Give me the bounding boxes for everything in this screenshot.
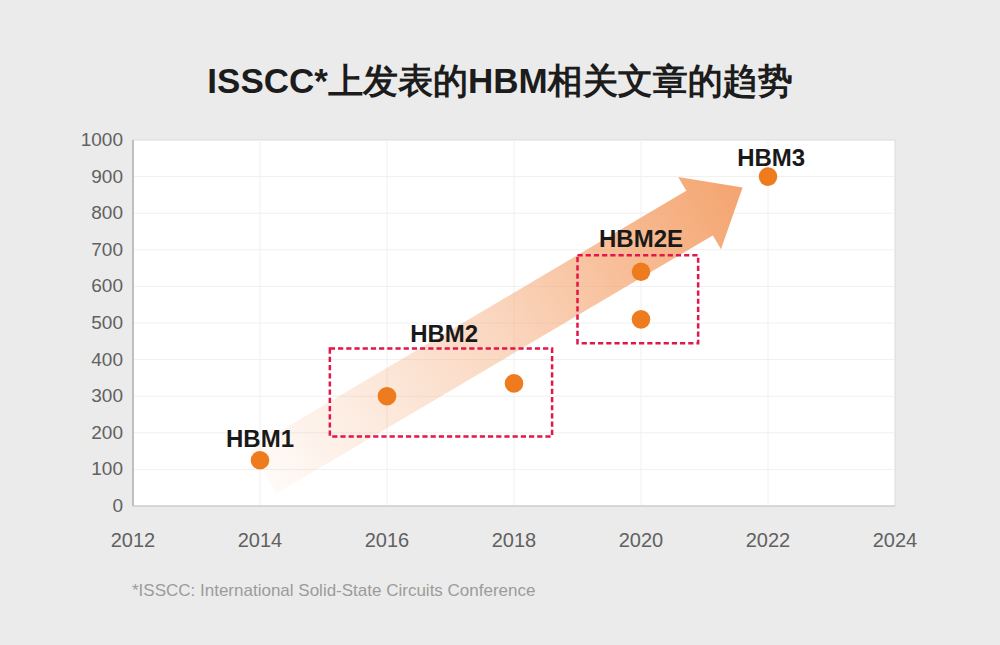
x-tick-label: 2022	[746, 529, 791, 551]
x-tick-label: 2012	[111, 529, 156, 551]
group-label: HBM1	[226, 425, 294, 452]
y-tick-label: 0	[112, 495, 123, 516]
data-point	[632, 262, 651, 281]
group-label: HBM2	[410, 320, 478, 347]
trend-chart: HBM1 HBM2 HBM2E HBM3 0 100 200 300 400 500 600 700 8…	[0, 0, 1000, 645]
footnote: *ISSCC: International Solid-State Circui…	[132, 581, 535, 601]
hbm-trend-page: ISSCC*上发表的HBM相关文章的趋势 HBM1HBM2HBM2EHBM301…	[0, 0, 1000, 645]
y-tick-label: 1000	[81, 129, 123, 150]
data-point	[505, 374, 524, 393]
data-point	[378, 387, 397, 406]
x-tick-label: 2024	[873, 529, 918, 551]
group-label: HBM3	[737, 144, 805, 171]
x-tick-label: 2016	[365, 529, 410, 551]
y-tick-label: 200	[91, 422, 123, 443]
y-tick-label: 100	[91, 458, 123, 479]
x-tick-label: 2014	[238, 529, 283, 551]
y-tick-label: 500	[91, 312, 123, 333]
x-tick-label: 2018	[492, 529, 537, 551]
y-tick-label: 800	[91, 202, 123, 223]
y-tick-label: 400	[91, 349, 123, 370]
y-tick-label: 600	[91, 275, 123, 296]
group-label: HBM2E	[599, 225, 683, 252]
y-tick-label: 300	[91, 385, 123, 406]
y-tick-label: 900	[91, 166, 123, 187]
data-point	[632, 310, 651, 329]
data-point	[251, 451, 270, 470]
y-tick-label: 700	[91, 239, 123, 260]
x-tick-label: 2020	[619, 529, 664, 551]
